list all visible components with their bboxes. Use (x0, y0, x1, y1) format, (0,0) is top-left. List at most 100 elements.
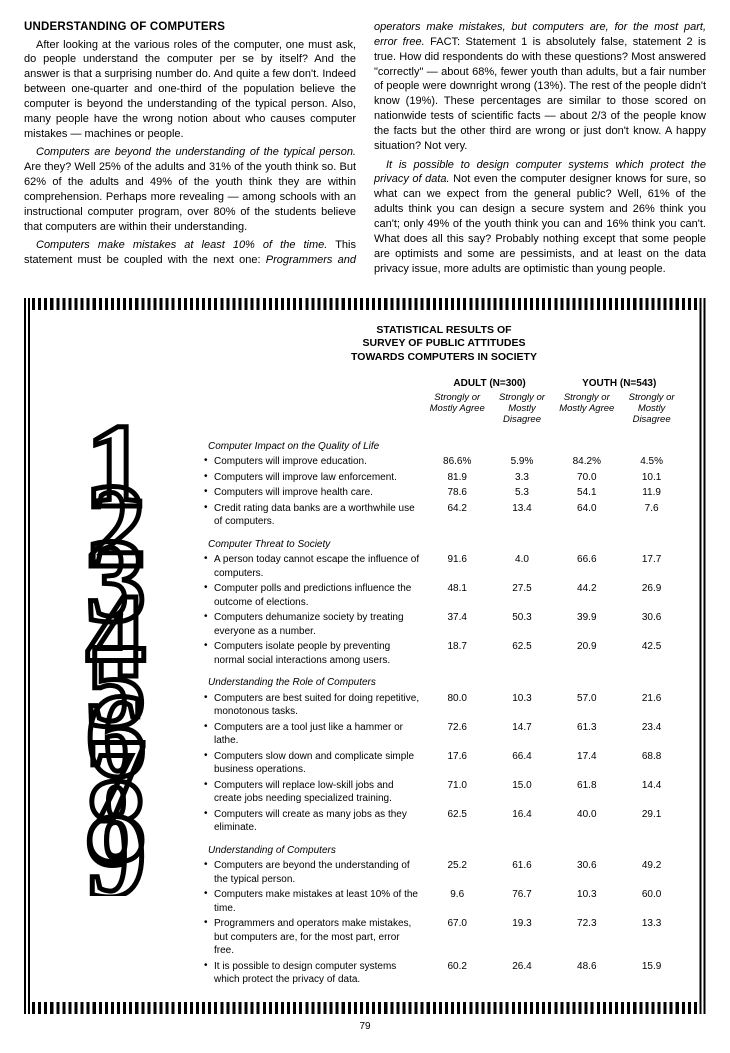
value-cell: 68.8 (619, 749, 684, 778)
value-cell: 78.6 (425, 485, 490, 501)
statement-cell: Computers are best suited for doing repe… (204, 691, 425, 720)
value-cell: 66.6 (554, 552, 619, 581)
value-cell: 4.0 (490, 552, 555, 581)
value-cell: 64.2 (425, 501, 490, 530)
table-row: Computers isolate people by preventing n… (204, 639, 684, 668)
paragraph: It is possible to design computer system… (374, 158, 706, 277)
table-row: Computer polls and predictions influence… (204, 581, 684, 610)
value-cell: 39.9 (554, 610, 619, 639)
value-cell: 18.7 (425, 639, 490, 668)
col-header: Strongly or Mostly Disagree (619, 392, 684, 432)
section-heading: Computer Threat to Society (204, 530, 684, 553)
value-cell: 17.6 (425, 749, 490, 778)
table-row: Computers dehumanize society by treating… (204, 610, 684, 639)
value-cell: 64.0 (554, 501, 619, 530)
value-cell: 11.9 (619, 485, 684, 501)
table-row: Programmers and operators make mistakes,… (204, 916, 684, 959)
section-heading: Understanding the Role of Computers (204, 668, 684, 691)
value-cell: 71.0 (425, 778, 490, 807)
table-row: Computers will replace low-skill jobs an… (204, 778, 684, 807)
value-cell: 19.3 (490, 916, 555, 959)
value-cell: 54.1 (554, 485, 619, 501)
value-cell: 26.9 (619, 581, 684, 610)
value-cell: 26.4 (490, 959, 555, 988)
statement-cell: Computers will improve education. (204, 454, 425, 470)
table-row: Credit rating data banks are a worthwhil… (204, 501, 684, 530)
statement-cell: Computers are beyond the understanding o… (204, 858, 425, 887)
table-row: Computers will improve health care.78.65… (204, 485, 684, 501)
value-cell: 10.3 (554, 887, 619, 916)
value-cell: 17.7 (619, 552, 684, 581)
value-cell: 42.5 (619, 639, 684, 668)
statement-cell: Computers dehumanize society by treating… (204, 610, 425, 639)
statement-cell: Computers isolate people by preventing n… (204, 639, 425, 668)
statement-cell: Computers will improve law enforcement. (204, 470, 425, 486)
value-cell: 50.3 (490, 610, 555, 639)
value-cell: 5.9% (490, 454, 555, 470)
value-cell: 14.7 (490, 720, 555, 749)
value-cell: 37.4 (425, 610, 490, 639)
section-heading: UNDERSTANDING OF COMPUTERS (24, 20, 356, 36)
results-table-wrap: STATISTICAL RESULTS OF SURVEY OF PUBLIC … (200, 310, 698, 1002)
table-row: Computers are a tool just like a hammer … (204, 720, 684, 749)
value-cell: 57.0 (554, 691, 619, 720)
value-cell: 3.3 (490, 470, 555, 486)
value-cell: 40.0 (554, 807, 619, 836)
paragraph: After looking at the various roles of th… (24, 38, 356, 142)
value-cell: 72.6 (425, 720, 490, 749)
table-row: Computers are best suited for doing repe… (204, 691, 684, 720)
statement-cell: Computers make mistakes at least 10% of … (204, 887, 425, 916)
col-header: Strongly or Mostly Disagree (490, 392, 555, 432)
table-row: It is possible to design computer system… (204, 959, 684, 988)
statement-cell: Programmers and operators make mistakes,… (204, 916, 425, 959)
statement-cell: Computer polls and predictions influence… (204, 581, 425, 610)
section-heading: Computer Impact on the Quality of Life (204, 432, 684, 455)
value-cell: 5.3 (490, 485, 555, 501)
value-cell: 72.3 (554, 916, 619, 959)
value-cell: 17.4 (554, 749, 619, 778)
value-cell: 62.5 (490, 639, 555, 668)
value-cell: 61.3 (554, 720, 619, 749)
page-number: 79 (24, 1020, 706, 1034)
value-cell: 91.6 (425, 552, 490, 581)
table-row: Computers will improve education.86.6%5.… (204, 454, 684, 470)
section-heading: Understanding of Computers (204, 836, 684, 859)
value-cell: 13.4 (490, 501, 555, 530)
value-cell: 86.6% (425, 454, 490, 470)
value-cell: 9.6 (425, 887, 490, 916)
article-body: UNDERSTANDING OF COMPUTERS After looking… (24, 20, 706, 276)
value-cell: 76.7 (490, 887, 555, 916)
value-cell: 30.6 (619, 610, 684, 639)
value-cell: 60.2 (425, 959, 490, 988)
value-cell: 23.4 (619, 720, 684, 749)
value-cell: 27.5 (490, 581, 555, 610)
value-cell: 48.6 (554, 959, 619, 988)
value-cell: 60.0 (619, 887, 684, 916)
statement-cell: A person today cannot escape the influen… (204, 552, 425, 581)
value-cell: 62.5 (425, 807, 490, 836)
value-cell: 20.9 (554, 639, 619, 668)
statement-cell: Computers will improve health care. (204, 485, 425, 501)
youth-header: YOUTH (N=543) (554, 376, 684, 393)
col-header: Strongly or Mostly Agree (554, 392, 619, 432)
decorative-numbers-art: 1 2 3 4 5 6 7 8 9 (32, 310, 200, 1002)
value-cell: 70.0 (554, 470, 619, 486)
value-cell: 4.5% (619, 454, 684, 470)
statement-cell: Computers are a tool just like a hammer … (204, 720, 425, 749)
statement-cell: Computers slow down and complicate simpl… (204, 749, 425, 778)
table-title: STATISTICAL RESULTS OF SURVEY OF PUBLIC … (204, 324, 684, 363)
statement-cell: Computers will create as many jobs as th… (204, 807, 425, 836)
value-cell: 14.4 (619, 778, 684, 807)
adult-header: ADULT (N=300) (425, 376, 555, 393)
value-cell: 29.1 (619, 807, 684, 836)
statement-cell: Computers will replace low-skill jobs an… (204, 778, 425, 807)
value-cell: 15.9 (619, 959, 684, 988)
value-cell: 44.2 (554, 581, 619, 610)
value-cell: 25.2 (425, 858, 490, 887)
value-cell: 21.6 (619, 691, 684, 720)
value-cell: 10.1 (619, 470, 684, 486)
value-cell: 61.8 (554, 778, 619, 807)
value-cell: 16.4 (490, 807, 555, 836)
value-cell: 7.6 (619, 501, 684, 530)
statement-cell: Credit rating data banks are a worthwhil… (204, 501, 425, 530)
